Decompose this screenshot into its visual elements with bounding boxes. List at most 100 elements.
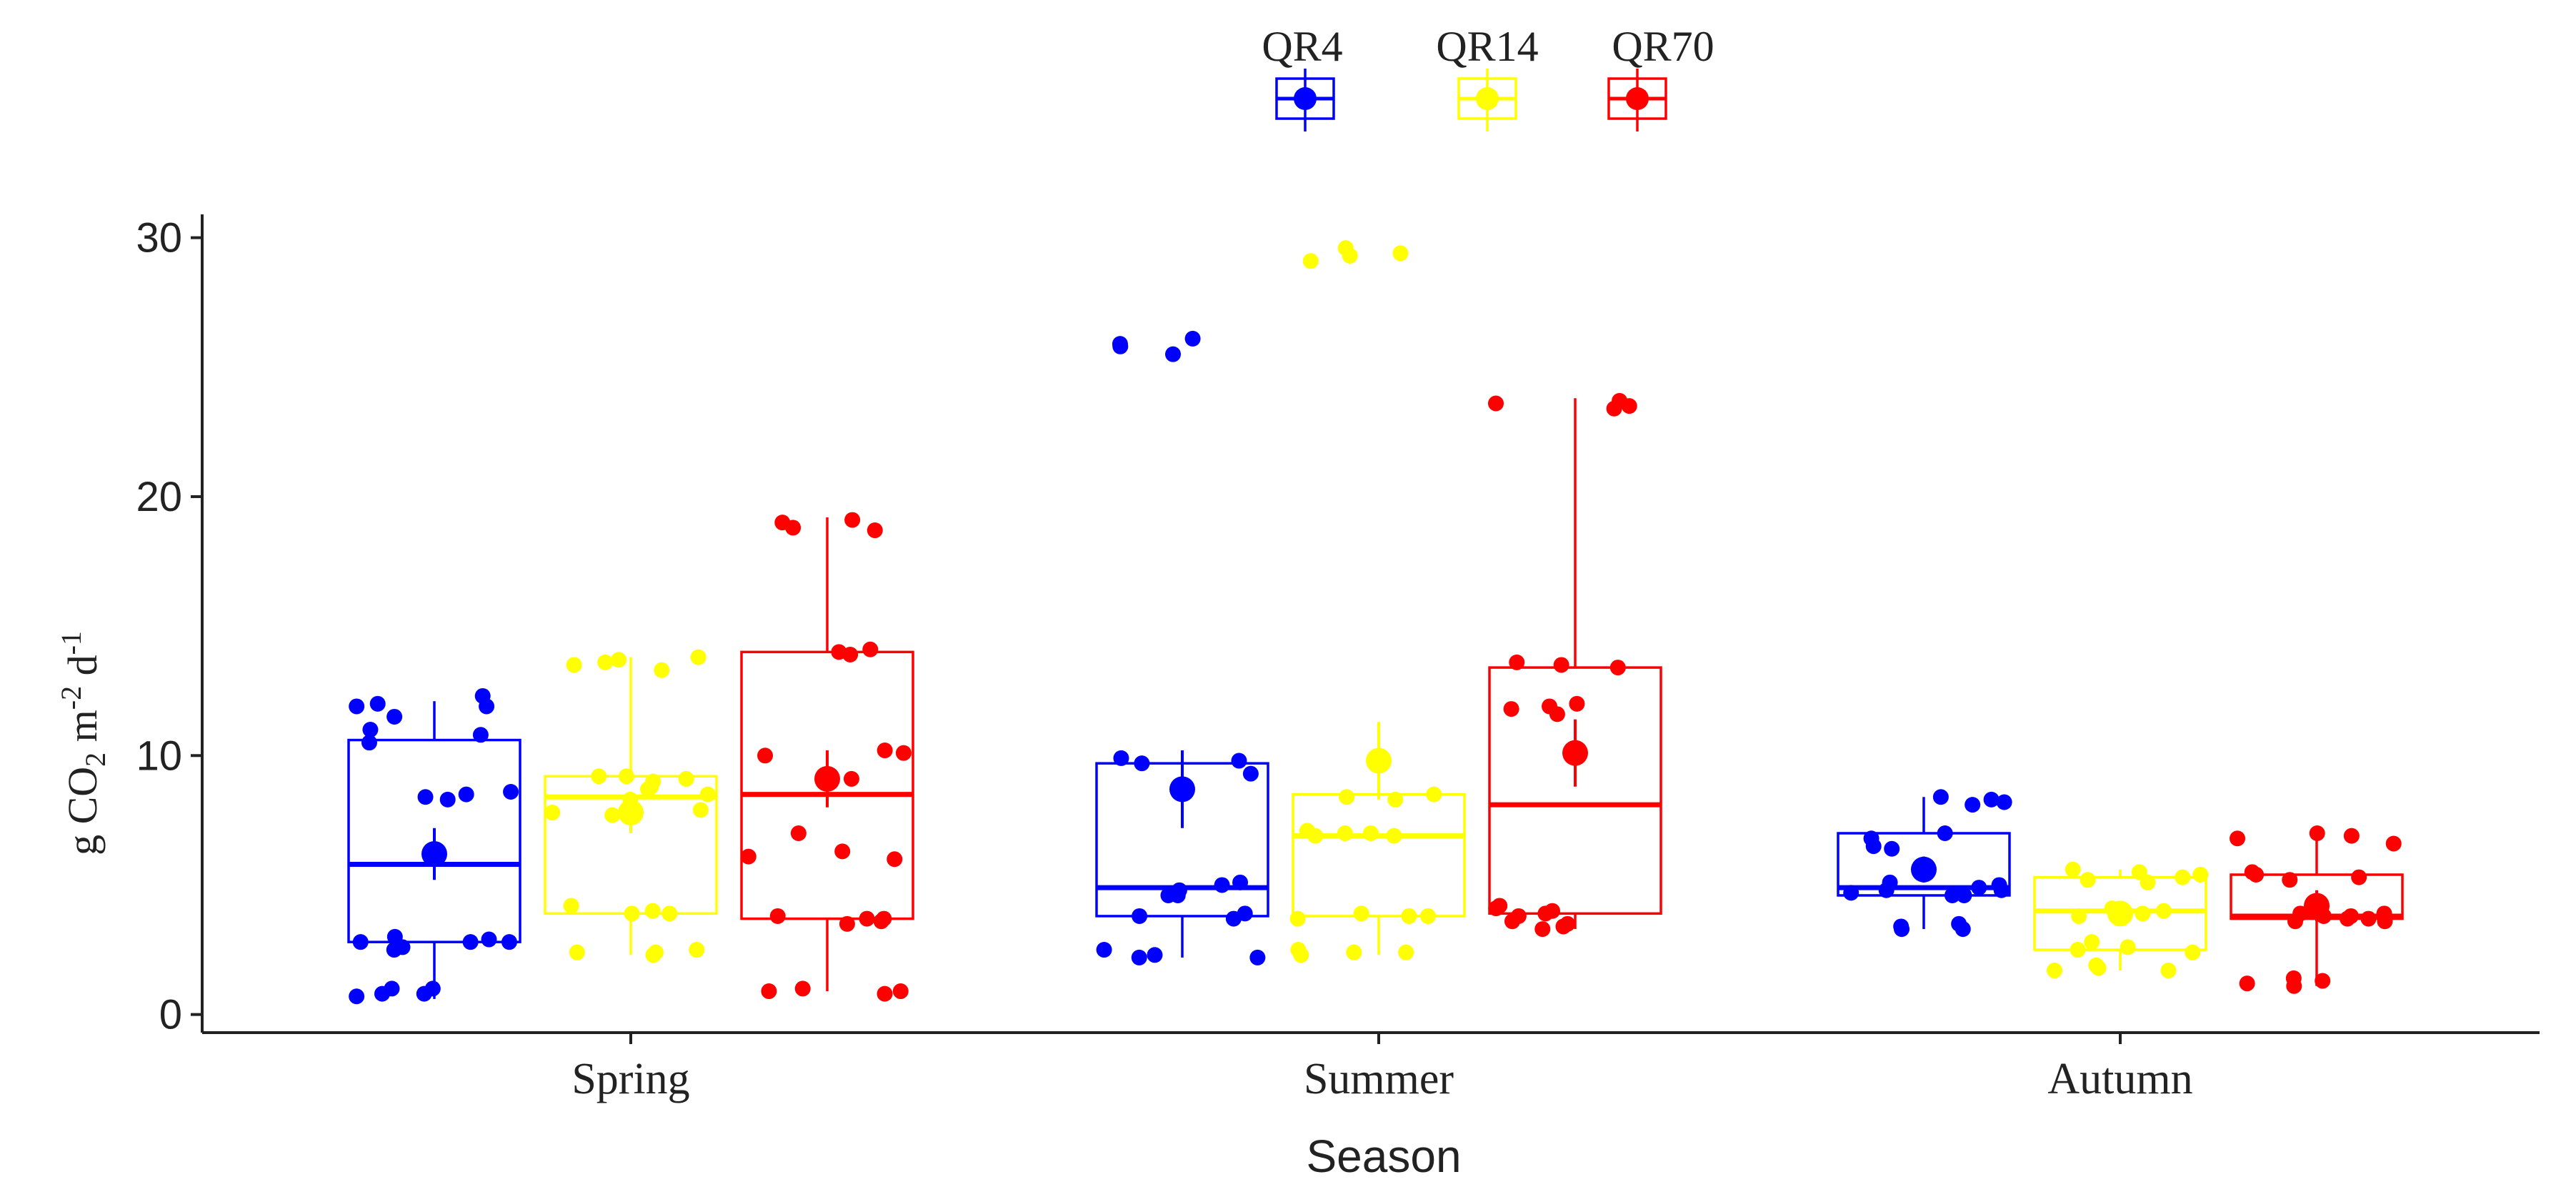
data-point <box>1362 825 1379 841</box>
data-point <box>1242 765 1259 782</box>
data-point <box>1113 750 1129 766</box>
data-point <box>503 784 519 800</box>
data-point <box>349 698 365 715</box>
data-point <box>774 515 791 531</box>
data-point <box>1231 753 1247 769</box>
data-point <box>1387 791 1404 808</box>
mean-point <box>2107 900 2133 927</box>
data-point <box>472 727 489 743</box>
data-point <box>1346 944 1362 960</box>
data-point <box>2160 963 2177 979</box>
legend-label: QR70 <box>1612 23 1714 70</box>
data-point <box>1965 797 1981 813</box>
data-point <box>394 939 411 955</box>
data-point <box>1290 942 1307 958</box>
data-point <box>544 805 561 821</box>
data-point <box>1134 755 1150 772</box>
data-point <box>1544 903 1561 919</box>
data-point <box>417 789 434 805</box>
data-point <box>566 657 582 673</box>
data-point <box>892 983 909 1000</box>
data-point <box>877 985 893 1002</box>
data-point <box>1488 900 1504 917</box>
data-point <box>2315 973 2331 989</box>
data-point <box>1843 885 1859 901</box>
data-point <box>479 698 495 715</box>
data-point <box>1884 840 1900 857</box>
data-point <box>1996 794 2012 810</box>
legend-item-qr4: QR4 <box>1262 23 1343 131</box>
data-point <box>1339 789 1355 805</box>
mean-point <box>814 765 840 792</box>
data-point <box>1878 882 1894 898</box>
data-point <box>481 931 497 948</box>
data-point <box>873 913 889 930</box>
box <box>1837 832 2011 897</box>
data-point <box>843 770 859 787</box>
data-point <box>859 910 875 927</box>
data-point <box>361 735 377 751</box>
mean-point <box>1562 740 1588 766</box>
data-point <box>2131 864 2147 880</box>
data-point <box>1534 921 1551 938</box>
data-point <box>689 942 705 958</box>
data-point <box>1956 887 1972 903</box>
mean-point <box>1366 747 1392 774</box>
data-point <box>2282 872 2298 888</box>
data-point <box>1392 245 1409 262</box>
data-point <box>2070 942 2086 958</box>
y-axis-title-mid1: m <box>59 710 106 753</box>
series-qr4 <box>347 330 2012 1005</box>
data-point <box>2088 957 2105 973</box>
data-point <box>2239 975 2255 992</box>
data-point <box>369 695 386 712</box>
data-point <box>654 662 670 678</box>
box <box>347 738 521 943</box>
data-point <box>1398 944 1414 960</box>
data-point <box>1971 880 1987 896</box>
mean-point <box>2304 893 2330 919</box>
data-point <box>2230 830 2246 847</box>
legend: QR4 QR14 QR70 <box>1262 23 1714 131</box>
data-point <box>842 646 859 662</box>
series-qr70 <box>740 392 2404 1002</box>
data-point <box>2175 869 2191 885</box>
data-point <box>839 915 855 932</box>
data-point <box>2309 825 2325 841</box>
series-qr14 <box>544 240 2209 979</box>
data-point <box>1132 908 1148 924</box>
x-tick-label: Spring <box>571 1055 689 1103</box>
data-point <box>1169 887 1186 903</box>
mean-point <box>1911 856 1937 883</box>
data-point <box>2120 939 2136 955</box>
data-point <box>2080 872 2096 888</box>
data-point <box>769 908 786 924</box>
data-point <box>624 905 640 922</box>
data-point <box>790 825 807 841</box>
data-point <box>1147 947 1163 963</box>
data-point <box>1184 330 1201 347</box>
data-point <box>1865 838 1882 855</box>
data-point <box>1503 701 1519 717</box>
data-point <box>895 745 912 761</box>
data-point <box>2287 913 2304 930</box>
box <box>740 650 914 920</box>
data-point <box>2244 864 2260 880</box>
legend-key-point <box>1626 87 1649 110</box>
data-point <box>1426 786 1442 803</box>
y-axis-title-prefix: g CO <box>59 767 106 855</box>
data-point <box>1419 908 1436 924</box>
data-point <box>352 934 369 950</box>
y-axis-title-mid2: d <box>59 655 106 686</box>
data-point <box>1165 346 1182 362</box>
data-point <box>2071 908 2087 924</box>
y-axis-title-sup2: -1 <box>55 631 87 655</box>
data-point <box>1112 336 1128 352</box>
data-point <box>501 934 517 950</box>
data-point <box>690 649 707 665</box>
data-point <box>2046 963 2062 979</box>
data-point <box>740 848 757 865</box>
legend-item-qr70: QR70 <box>1607 23 1714 131</box>
data-point <box>862 641 879 657</box>
data-point <box>2135 905 2151 922</box>
